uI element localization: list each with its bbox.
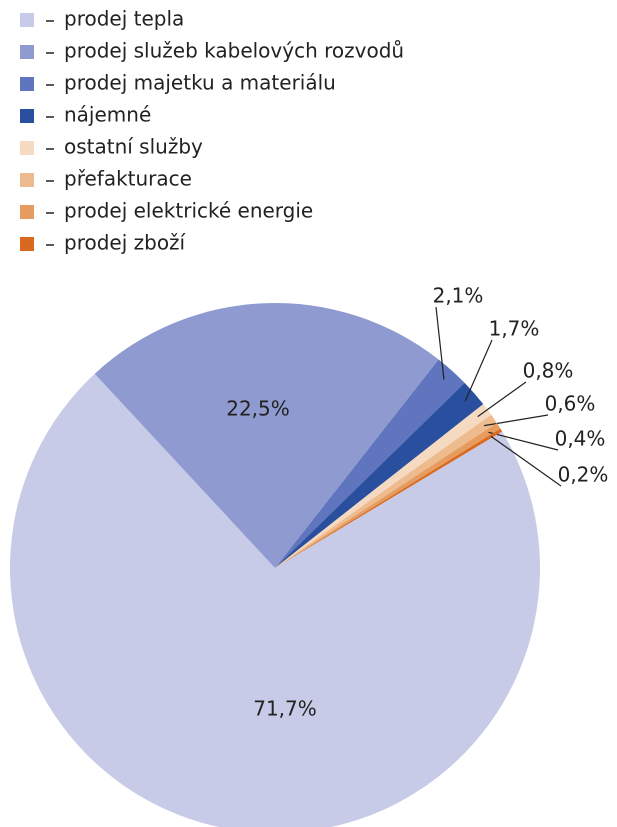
legend-swatch [20, 77, 34, 91]
pie-slice [275, 382, 484, 568]
data-label: 2,1% [433, 284, 484, 308]
pie-slice [275, 414, 497, 568]
legend-swatch [20, 45, 34, 59]
pie-slice [275, 359, 465, 568]
data-label: 22,5% [226, 397, 290, 421]
leader-line [477, 381, 527, 418]
pie-slice [275, 404, 492, 568]
legend-swatch [20, 237, 34, 251]
legend-swatch [20, 205, 34, 219]
legend-swatch [20, 109, 34, 123]
leader-line [488, 431, 559, 451]
legend-label: přefakturace [64, 167, 192, 191]
legend-label: prodej tepla [64, 7, 184, 31]
leader-line [490, 435, 562, 487]
data-label: 71,7% [253, 697, 317, 721]
legend-label: prodej zboží [64, 231, 187, 255]
data-label: 1,7% [489, 317, 540, 341]
legend-label: prodej elektrické energie [64, 199, 313, 223]
pie-slice [275, 428, 503, 568]
data-label: 0,4% [555, 427, 606, 451]
pie-slice [10, 373, 540, 827]
data-label: 0,6% [545, 392, 596, 416]
leader-line [464, 339, 493, 402]
legend-label: prodej majetku a materiálu [64, 71, 336, 95]
legend-label: nájemné [64, 103, 151, 127]
leader-line [435, 306, 445, 380]
pie-slice [94, 303, 439, 568]
legend-swatch [20, 141, 34, 155]
leader-line [484, 414, 549, 427]
pie-slice [275, 423, 501, 568]
data-label: 0,8% [523, 359, 574, 383]
legend-swatch [20, 173, 34, 187]
legend-label: prodej služeb kabelových rozvodů [64, 39, 404, 63]
legend-swatch [20, 13, 34, 27]
data-label: 0,2% [558, 463, 609, 487]
legend-label: ostatní služby [64, 135, 203, 159]
